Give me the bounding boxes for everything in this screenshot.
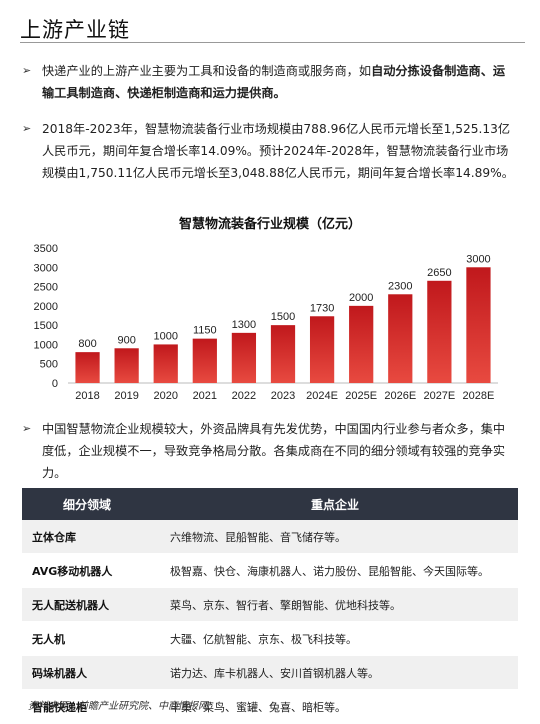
segment-cell: 无人配送机器人 xyxy=(22,587,152,622)
companies-cell: 菜鸟、京东、智行者、擎朗智能、优地科技等。 xyxy=(152,587,518,622)
bar-2020 xyxy=(153,344,178,383)
y-tick-label: 1000 xyxy=(34,339,58,351)
x-tick-label: 2022 xyxy=(232,390,256,402)
y-tick-label: 500 xyxy=(40,359,58,371)
data-label: 1730 xyxy=(310,302,334,314)
x-tick-label: 2025E xyxy=(345,390,377,402)
companies-cell: 大疆、亿航智能、京东、极飞科技等。 xyxy=(152,621,518,656)
table-row: AVG移动机器人 极智嘉、快仓、海康机器人、诺力股份、昆船智能、今天国际等。 xyxy=(22,553,518,588)
arrow-bullet-icon: ➢ xyxy=(22,422,32,435)
y-tick-label: 2000 xyxy=(34,301,58,313)
bar-2024E xyxy=(309,316,335,383)
y-tick-label: 1500 xyxy=(34,320,58,332)
x-tick-label: 2026E xyxy=(384,390,416,402)
segment-cell: 立体仓库 xyxy=(22,520,152,554)
bullet-upstream-text: 快递产业的上游产业主要为工具和设备的制造商或服务商，如自动分拣设备制造商、运输工… xyxy=(42,60,514,104)
companies-cell: 六维物流、昆船智能、音飞储存等。 xyxy=(152,520,518,554)
x-tick-label: 2027E xyxy=(423,390,455,402)
segment-cell: 码垛机器人 xyxy=(22,655,152,690)
data-label: 900 xyxy=(117,334,135,346)
source-note: 资料来源：前瞻产业研究院、中商情报网 xyxy=(28,701,208,712)
data-label: 3000 xyxy=(466,253,490,265)
data-label: 2000 xyxy=(349,292,373,304)
x-tick-label: 2023 xyxy=(271,390,295,402)
segment-cell: 智能快递柜 xyxy=(22,689,152,724)
bar-2019 xyxy=(114,348,139,383)
header-segment: 细分领域 xyxy=(22,488,152,520)
arrow-bullet-icon: ➢ xyxy=(22,64,32,77)
table-row: 立体仓库 六维物流、昆船智能、音飞储存等。 xyxy=(22,520,518,554)
bar-2018 xyxy=(75,352,100,383)
data-label: 2650 xyxy=(427,267,451,279)
page-title: 上游产业链 xyxy=(20,18,130,42)
table-row: 智能快递柜 丰巢、菜鸟、蜜罐、兔喜、暗柜等。 xyxy=(22,689,518,724)
bullet-competition: ➢ 中国智慧物流企业规模较大，外资品牌具有先发优势，中国国内行业参与者众多，集中… xyxy=(22,418,514,484)
segment-cell: AVG移动机器人 xyxy=(22,553,152,588)
data-label: 1150 xyxy=(193,325,217,337)
data-label: 1500 xyxy=(271,311,295,323)
bar-2021 xyxy=(192,338,217,383)
data-label: 800 xyxy=(78,338,96,350)
data-label: 1000 xyxy=(153,330,177,342)
companies-cell: 诺力达、库卡机器人、安川首钢机器人等。 xyxy=(152,655,518,690)
bullet-competition-text: 中国智慧物流企业规模较大，外资品牌具有先发优势，中国国内行业参与者众多，集中度低… xyxy=(42,422,506,480)
table-header-row: 细分领域 重点企业 xyxy=(22,488,518,520)
bullet-market-size-text: 2018年-2023年，智慧物流装备行业市场规模由788.96亿人民币元增长至1… xyxy=(42,122,514,180)
table-row: 无人机 大疆、亿航智能、京东、极飞科技等。 xyxy=(22,621,518,656)
bullet-upstream: ➢ 快递产业的上游产业主要为工具和设备的制造商或服务商，如自动分拣设备制造商、运… xyxy=(22,60,514,104)
y-tick-label: 0 xyxy=(52,378,58,390)
table-row: 无人配送机器人 菜鸟、京东、智行者、擎朗智能、优地科技等。 xyxy=(22,587,518,622)
arrow-bullet-icon: ➢ xyxy=(22,122,32,135)
key-companies-table: 细分领域 重点企业 立体仓库 六维物流、昆船智能、音飞储存等。 AVG移动机器人… xyxy=(22,488,518,724)
y-tick-label: 3500 xyxy=(34,243,58,255)
bar-2027E xyxy=(427,280,452,383)
bar-2022 xyxy=(231,332,257,383)
companies-cell: 丰巢、菜鸟、蜜罐、兔喜、暗柜等。 xyxy=(152,689,518,724)
companies-cell: 极智嘉、快仓、海康机器人、诺力股份、昆船智能、今天国际等。 xyxy=(152,553,518,588)
header-companies: 重点企业 xyxy=(152,488,518,520)
bullet-upstream-bold: 自动分拣设备制造商、运输工具制造商、快递柜制造商和运力提供商。 xyxy=(42,64,506,100)
x-tick-label: 2024E xyxy=(306,390,338,402)
title-divider xyxy=(20,42,525,43)
y-tick-label: 3000 xyxy=(34,262,58,274)
bar-chart: 0 500 1000 1500 2000 2500 3000 3500 800 900 1000 1… xyxy=(34,243,498,402)
x-tick-label: 2021 xyxy=(193,390,217,402)
x-tick-label: 2019 xyxy=(114,390,138,402)
bullet-market-size: ➢ 2018年-2023年，智慧物流装备行业市场规模由788.96亿人民币元增长… xyxy=(22,118,514,184)
y-tick-label: 2500 xyxy=(34,282,58,294)
x-tick-label: 2018 xyxy=(75,390,99,402)
bar-2026E xyxy=(388,294,413,383)
data-label: 1300 xyxy=(232,319,256,331)
data-label: 2300 xyxy=(388,280,412,292)
bar-2025E xyxy=(349,305,374,383)
x-tick-label: 2028E xyxy=(463,390,495,402)
table-row: 码垛机器人 诺力达、库卡机器人、安川首钢机器人等。 xyxy=(22,655,518,690)
bar-2023 xyxy=(270,325,296,383)
chart-title: 智慧物流装备行业规模（亿元） xyxy=(178,217,361,232)
bar-2028E xyxy=(466,267,491,383)
x-tick-label: 2020 xyxy=(153,390,177,402)
segment-cell: 无人机 xyxy=(22,621,152,656)
bullet-upstream-plain: 快递产业的上游产业主要为工具和设备的制造商或服务商，如 xyxy=(42,64,372,78)
